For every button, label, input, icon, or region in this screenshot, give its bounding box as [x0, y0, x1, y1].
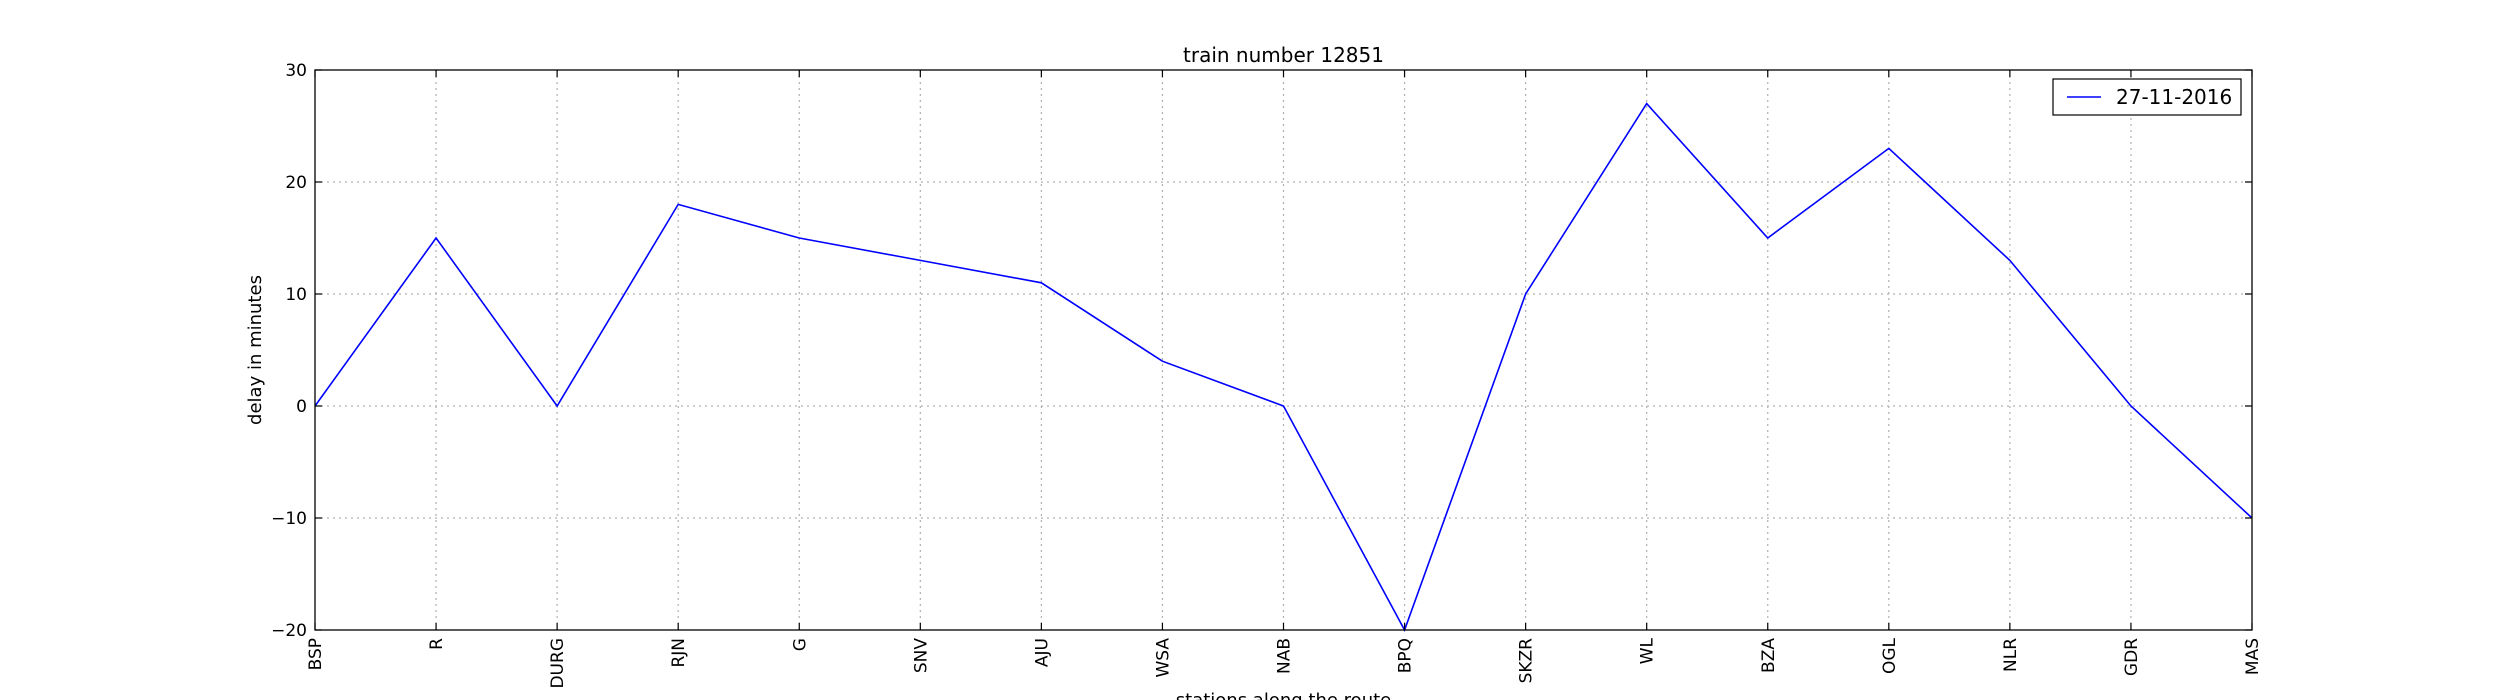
y-axis-label: delay in minutes [245, 275, 266, 425]
x-tick-label: OGL [1880, 637, 1900, 674]
x-tick-label: NAB [1275, 638, 1295, 674]
x-tick-label: BZA [1759, 638, 1779, 673]
x-tick-label: BSP [306, 638, 326, 670]
axis-ticks: BSP R DURG RJN G SNV AJU WSA NAB BPQ SKZR WL BZA OGL N… [271, 61, 2263, 689]
plot-background [315, 70, 2252, 630]
legend-label: 27-11-2016 [2116, 85, 2232, 109]
x-tick-label: R [427, 638, 447, 650]
x-tick-label: SKZR [1517, 638, 1537, 684]
x-axis-label: stations along the route [1176, 690, 1391, 700]
x-tick-label: BPQ [1396, 638, 1416, 673]
y-tick-label: −20 [271, 621, 307, 641]
y-tick-label: 20 [285, 173, 307, 193]
x-tick-label: WSA [1153, 638, 1173, 678]
series-layer [314, 102, 2253, 632]
chart-title: train number 12851 [1183, 43, 1384, 67]
x-tick-label: AJU [1032, 638, 1052, 667]
x-tick-label: WL [1638, 637, 1658, 664]
x-tick-label: SNV [911, 638, 931, 674]
y-tick-label: 30 [285, 61, 307, 81]
x-tick-label: RJN [669, 638, 689, 668]
y-tick-label: −10 [271, 509, 307, 529]
x-tick-label: DURG [548, 638, 568, 689]
grid-lines [315, 70, 2252, 630]
x-tick-label: GDR [2122, 638, 2142, 676]
legend: 27-11-2016 [2052, 78, 2242, 116]
y-tick-label: 10 [285, 285, 307, 305]
y-tick-label: 0 [296, 397, 307, 417]
x-tick-label: G [790, 638, 810, 651]
x-tick-label: MAS [2243, 638, 2263, 675]
x-tick-label: NLR [2001, 638, 2021, 672]
